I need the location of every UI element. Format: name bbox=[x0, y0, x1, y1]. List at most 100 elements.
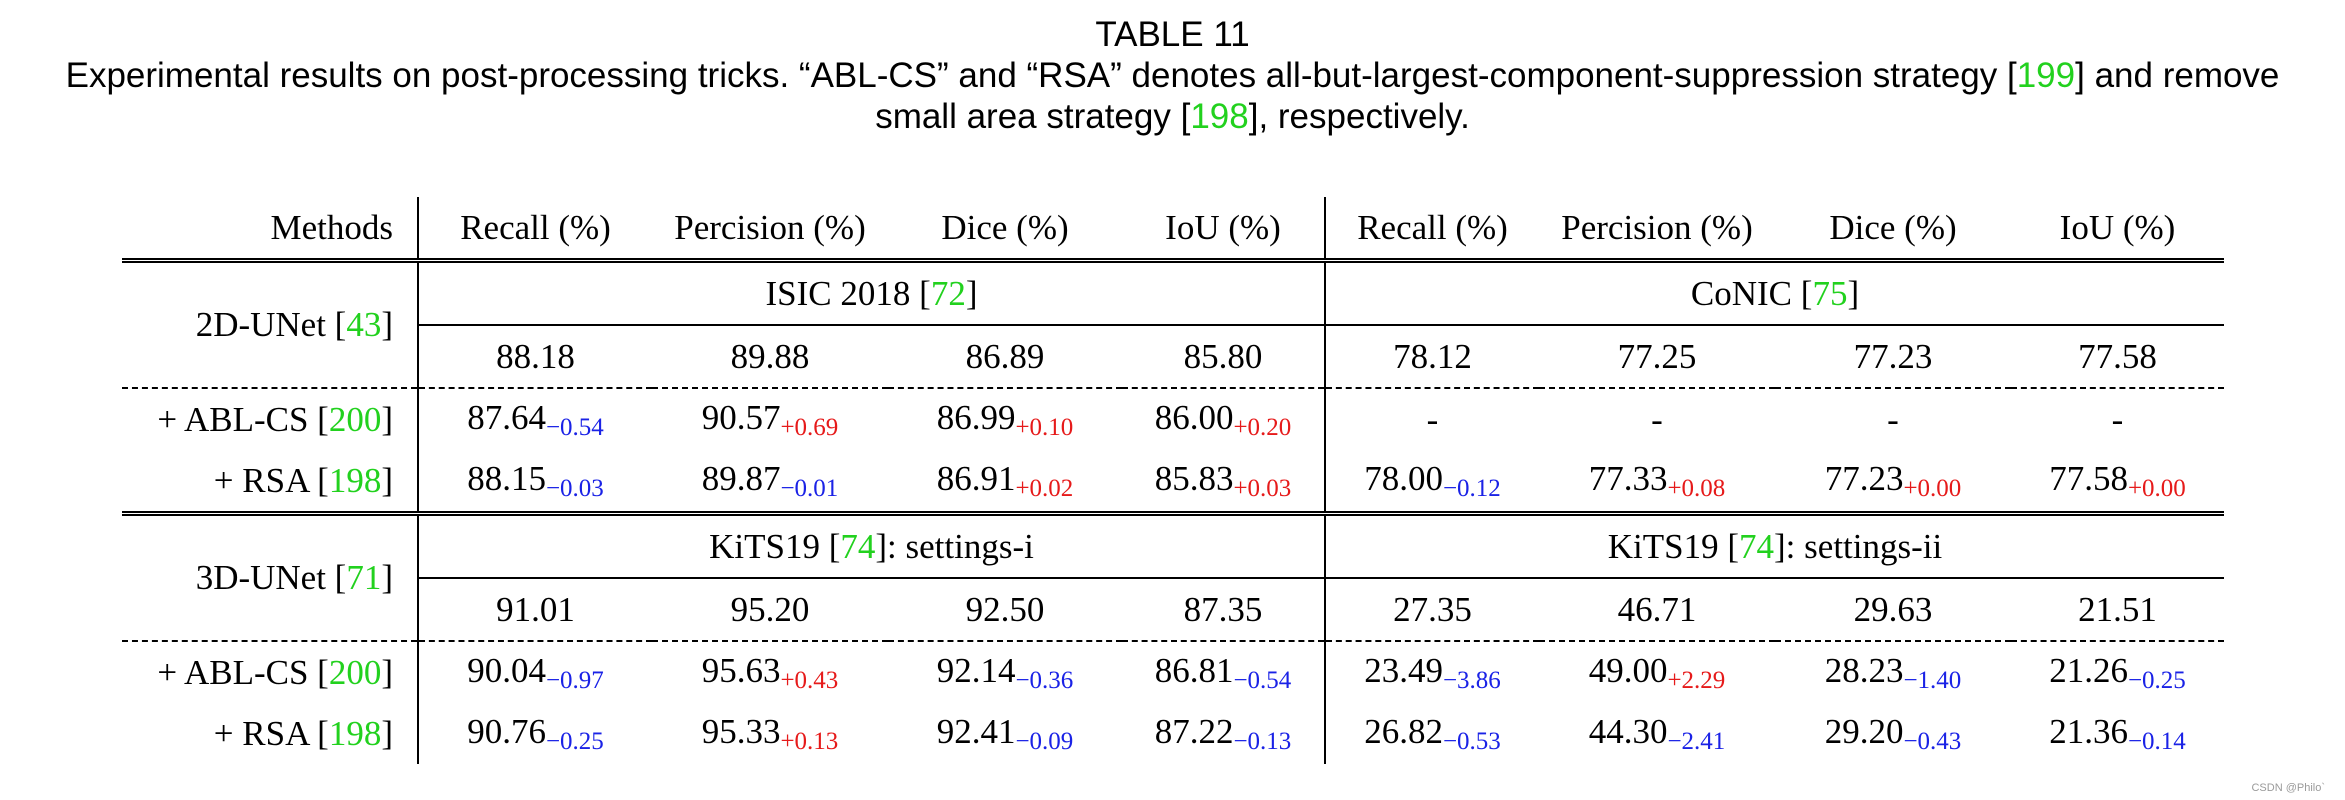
column-header: Recall (%) bbox=[1357, 207, 1508, 247]
table-cell: 86.99+0.10 bbox=[888, 387, 1122, 450]
citation-close: ] bbox=[381, 652, 393, 692]
delta-negative: −0.12 bbox=[1442, 474, 1501, 502]
method-cell: 3D-UNet [71] bbox=[122, 513, 419, 641]
delta-negative: −0.97 bbox=[545, 666, 604, 694]
cell-value: 28.23 bbox=[1824, 650, 1904, 690]
caption-part-2: ] and remove small area strategy [ bbox=[875, 56, 2280, 136]
citation-link[interactable]: 75 bbox=[1812, 273, 1848, 313]
table-row: + RSA [198] 88.15−0.03 89.87−0.01 86.91+0.0… bbox=[122, 450, 2224, 514]
table-cell: 44.30−2.41 bbox=[1539, 703, 1775, 764]
cell-value: 23.49 bbox=[1364, 650, 1443, 690]
citation-link[interactable]: 72 bbox=[930, 273, 966, 313]
citation-link[interactable]: 43 bbox=[346, 305, 382, 344]
method-cell: + RSA [198] bbox=[122, 703, 419, 764]
table-cell: 49.00+2.29 bbox=[1539, 640, 1775, 703]
dataset-header: ISIC 2018 [72] bbox=[418, 260, 1326, 326]
table-caption: TABLE 11 Experimental results on post-pr… bbox=[0, 14, 2345, 137]
delta-positive: +0.10 bbox=[1015, 413, 1074, 441]
cell-value: 26.82 bbox=[1364, 711, 1443, 751]
method-cell: + ABL-CS [200] bbox=[122, 387, 419, 450]
table-cell: 95.20 bbox=[730, 589, 810, 629]
table-cell: 90.57+0.69 bbox=[652, 387, 888, 450]
method-label: + ABL-CS [ bbox=[157, 399, 329, 439]
cell-value: 95.63 bbox=[701, 650, 781, 690]
table-cell: 27.35 bbox=[1393, 589, 1472, 629]
cell-value: 86.91 bbox=[936, 458, 1016, 498]
citation-link[interactable]: 198 bbox=[328, 713, 382, 753]
table-cell: 87.35 bbox=[1122, 578, 1326, 641]
cell-value: 77.23 bbox=[1824, 458, 1904, 498]
table-cell: 78.12 bbox=[1393, 336, 1472, 376]
table-cell: 95.63+0.43 bbox=[652, 640, 888, 703]
column-header: Dice (%) bbox=[1829, 207, 1957, 247]
method-label: ISIC 2018 [ bbox=[765, 273, 931, 313]
citation-link[interactable]: 74 bbox=[840, 526, 876, 566]
method-label: + RSA [ bbox=[213, 460, 329, 500]
method-cell: + ABL-CS [200] bbox=[122, 640, 419, 703]
table-cell: 86.91+0.02 bbox=[888, 450, 1122, 514]
table-cell: 92.14−0.36 bbox=[888, 640, 1122, 703]
delta-negative: −0.03 bbox=[545, 474, 604, 502]
delta-positive: +0.20 bbox=[1233, 413, 1292, 441]
column-header: IoU (%) bbox=[1122, 197, 1326, 261]
cell-value: 88.15 bbox=[467, 458, 546, 498]
delta-negative: −0.53 bbox=[1442, 727, 1501, 755]
citation-link[interactable]: 71 bbox=[346, 558, 382, 597]
table-cell: 95.33+0.13 bbox=[652, 703, 888, 764]
citation-link[interactable]: 200 bbox=[328, 652, 382, 692]
table-cell: 90.04−0.97 bbox=[418, 640, 652, 703]
citation-close: ] bbox=[1847, 273, 1860, 313]
caption-part-3: ], respectively. bbox=[1248, 97, 1470, 136]
citation-link[interactable]: 198 bbox=[328, 460, 382, 500]
delta-positive: +0.69 bbox=[780, 413, 839, 441]
column-header: Percision (%) bbox=[1561, 207, 1753, 247]
citation-link[interactable]: 74 bbox=[1739, 526, 1775, 566]
cell-value: 86.00 bbox=[1154, 397, 1234, 437]
citation-link[interactable]: 198 bbox=[1190, 97, 1249, 136]
citation-close: ] bbox=[381, 460, 393, 500]
cell-value: - bbox=[1426, 399, 1439, 439]
table-cell: 29.20−0.43 bbox=[1775, 703, 2011, 764]
column-header: Dice (%) bbox=[941, 207, 1069, 247]
table-cell: 77.58 bbox=[2078, 336, 2157, 376]
table-cell: 46.71 bbox=[1617, 589, 1697, 629]
table-cell: 77.58+0.00 bbox=[2011, 450, 2224, 514]
delta-negative: −0.25 bbox=[2127, 666, 2186, 694]
cell-value: 86.81 bbox=[1154, 650, 1234, 690]
delta-negative: −0.09 bbox=[1015, 727, 1074, 755]
citation-link[interactable]: 200 bbox=[328, 399, 382, 439]
delta-positive: +0.13 bbox=[780, 727, 839, 755]
method-label: KiTS19 [ bbox=[709, 526, 841, 566]
cell-value: - bbox=[1887, 399, 1899, 439]
method-label: + RSA [ bbox=[213, 713, 329, 753]
baseline-row: 91.01 95.20 92.50 87.35 27.35 46.71 29.63 21.51 bbox=[122, 578, 2224, 641]
delta-positive: +0.43 bbox=[780, 666, 839, 694]
table-cell: 85.83+0.03 bbox=[1122, 450, 1326, 514]
cell-value: 78.00 bbox=[1364, 458, 1443, 498]
table-cell: 77.23 bbox=[1853, 336, 1933, 376]
table-cell: 88.18 bbox=[496, 336, 575, 376]
table-row: + RSA [198] 90.76−0.25 95.33+0.13 92.41−0.0… bbox=[122, 703, 2224, 764]
watermark: CSDN @Philo` bbox=[2251, 782, 2325, 794]
table-cell: - bbox=[1539, 387, 1775, 450]
table-cell: 77.23+0.00 bbox=[1775, 450, 2011, 514]
delta-positive: +0.03 bbox=[1233, 474, 1292, 502]
baseline-row: 88.18 89.88 86.89 85.80 78.12 77.25 77.23 77.58 bbox=[122, 325, 2224, 388]
delta-negative: −3.86 bbox=[1442, 666, 1501, 694]
column-header-methods: Methods bbox=[122, 197, 419, 261]
table-cell: 87.64−0.54 bbox=[418, 387, 652, 450]
table-cell: 21.51 bbox=[2078, 589, 2157, 629]
cell-value: 77.58 bbox=[2049, 458, 2128, 498]
citation-link[interactable]: 199 bbox=[2016, 56, 2076, 95]
table-cell: 89.87−0.01 bbox=[652, 450, 888, 514]
column-header: IoU (%) bbox=[2059, 207, 2176, 247]
cell-value: 29.20 bbox=[1824, 711, 1904, 751]
table-cell: 77.25 bbox=[1617, 336, 1697, 376]
delta-negative: −0.14 bbox=[2127, 727, 2186, 755]
table-cell: 21.26−0.25 bbox=[2011, 640, 2224, 703]
cell-value: 86.99 bbox=[936, 397, 1016, 437]
table-row: + ABL-CS [200] 90.04−0.97 95.63+0.43 92.14−… bbox=[122, 640, 2224, 703]
table-cell: 92.50 bbox=[965, 589, 1045, 629]
table-row: + ABL-CS [200] 87.64−0.54 90.57+0.69 86.99+… bbox=[122, 387, 2224, 450]
cell-value: 85.83 bbox=[1154, 458, 1234, 498]
